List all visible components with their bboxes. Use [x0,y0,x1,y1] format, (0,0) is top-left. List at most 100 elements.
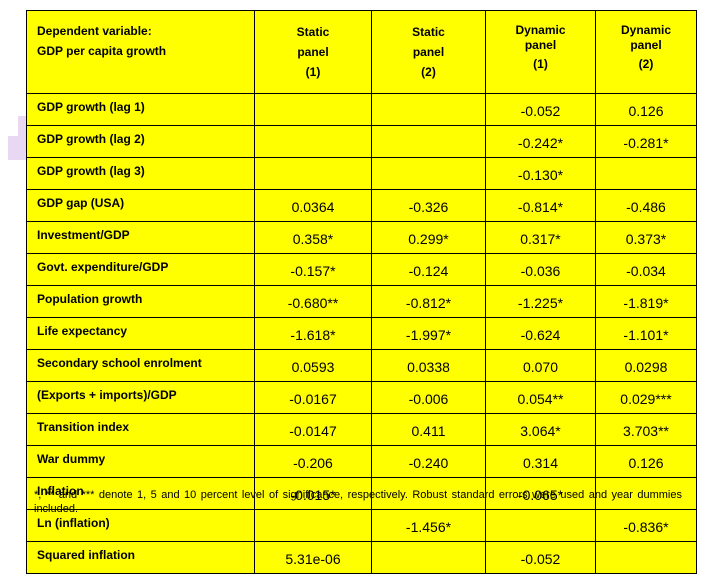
table-row: GDP growth (lag 3) -0.130* [26,157,697,190]
row-label: Squared inflation [26,541,255,574]
coefficient-cell [254,157,372,190]
dependent-variable-line1: Dependent variable: [37,24,152,38]
row-label: Investment/GDP [26,221,255,254]
coefficient-cell: 0.070 [485,349,596,382]
table-row: Investment/GDP 0.358* 0.299* 0.317* 0.373* [26,221,697,254]
coefficient-cell: 3.064* [485,413,596,446]
column-header-number: (2) [421,65,436,79]
column-header-line2: panel [412,45,445,59]
column-header-number: (1) [305,65,321,79]
column-header-static-2: Static panel (2) [371,10,486,94]
column-header-dynamic-1: Dynamic panel (1) [485,10,596,94]
table-row: (Exports + imports)/GDP -0.0167 -0.006 0.05… [26,381,697,414]
coefficient-cell: 5.31e-06 [254,541,372,574]
coefficient-cell: -0.130* [485,157,596,190]
coefficient-cell: -0.812* [371,285,486,318]
row-label: GDP growth (lag 3) [26,157,255,190]
coefficient-cell: -1.225* [485,285,596,318]
table-footnote: *, ** and *** denote 1, 5 and 10 percent… [34,489,682,515]
coefficient-cell: 0.126 [595,93,697,126]
coefficient-cell: 0.029*** [595,381,697,414]
table-row: GDP growth (lag 2) -0.242* -0.281* [26,125,697,158]
coefficient-cell: 0.299* [371,221,486,254]
coefficient-cell: 0.0364 [254,189,372,222]
dependent-variable-label: Dependent variable: GDP per capita growt… [26,10,255,94]
column-header-dynamic-2: Dynamic panel (2) [595,10,697,94]
row-label: GDP gap (USA) [26,189,255,222]
column-header-line2: panel [297,45,329,59]
coefficient-cell: -0.0147 [254,413,372,446]
column-header-line1: Static [296,25,330,39]
coefficient-cell: -0.624 [485,317,596,350]
coefficient-cell: 0.358* [254,221,372,254]
coefficient-cell [595,541,697,574]
table-row: GDP growth (lag 1) -0.052 0.126 [26,93,697,126]
row-label: Transition index [26,413,255,446]
coefficient-cell: 3.703** [595,413,697,446]
coefficient-cell [371,157,486,190]
table-row: Govt. expenditure/GDP -0.157* -0.124 -0.036… [26,253,697,286]
coefficient-cell: 0.411 [371,413,486,446]
coefficient-cell: -0.814* [485,189,596,222]
coefficient-cell: -0.680** [254,285,372,318]
coefficient-cell: -0.242* [485,125,596,158]
row-label: Govt. expenditure/GDP [26,253,255,286]
coefficient-cell: -0.034 [595,253,697,286]
table-row: Life expectancy -1.618* -1.997* -0.624 -1.10… [26,317,697,350]
dependent-variable-line2: GDP per capita growth [37,44,167,58]
coefficient-cell [254,125,372,158]
table-row: Secondary school enrolment 0.0593 0.0338 0.… [26,349,697,382]
column-header-line1: Dynamic [515,23,566,37]
column-header-number: (2) [638,57,654,71]
row-label: Secondary school enrolment [26,349,255,382]
coefficient-cell: -1.101* [595,317,697,350]
coefficient-cell: -0.240 [371,445,486,478]
coefficient-cell: -0.836* [595,509,697,542]
coefficient-cell: 0.0593 [254,349,372,382]
coefficient-cell: -0.015* [254,477,372,510]
column-header-line1: Dynamic [620,23,672,37]
coefficient-cell: -0.157* [254,253,372,286]
coefficient-cell [371,125,486,158]
row-label: GDP growth (lag 2) [26,125,255,158]
coefficient-cell: -1.618* [254,317,372,350]
column-header-line1: Static [412,25,445,39]
row-label: War dummy [26,445,255,478]
coefficient-cell: -0.124 [371,253,486,286]
coefficient-cell: -0.0167 [254,381,372,414]
table-row: War dummy -0.206 -0.240 0.314 0.126 [26,445,697,478]
row-label: Ln (inflation) [26,509,255,542]
coefficient-cell: -0.206 [254,445,372,478]
coefficient-cell: 0.054** [485,381,596,414]
coefficient-cell: 0.314 [485,445,596,478]
coefficient-cell: -0.036 [485,253,596,286]
column-header-line2: panel [630,38,662,52]
coefficient-cell: 0.126 [595,445,697,478]
coefficient-cell: -0.065* [485,477,596,510]
coefficient-cell: -0.052 [485,541,596,574]
table-header-row: Dependent variable: GDP per capita growt… [26,10,697,94]
coefficient-cell: -1.997* [371,317,486,350]
table-row: GDP gap (USA) 0.0364 -0.326 -0.814* -0.486 [26,189,697,222]
table-row: Inflation -0.015* -0.065* [26,477,697,510]
table-row: Squared inflation 5.31e-06 -0.052 [26,541,697,574]
coefficient-cell [254,93,372,126]
coefficient-cell: 0.373* [595,221,697,254]
coefficient-cell: -0.326 [371,189,486,222]
coefficient-cell: 0.0298 [595,349,697,382]
column-header-static-1: Static panel (1) [254,10,372,94]
column-header-line2: panel [524,38,557,52]
coefficient-cell: -0.486 [595,189,697,222]
table-row: Ln (inflation) -1.456* -0.836* [26,509,697,542]
coefficient-cell: 0.317* [485,221,596,254]
table-row: Population growth -0.680** -0.812* -1.225* -… [26,285,697,318]
table-row: Transition index -0.0147 0.411 3.064* 3.703*… [26,413,697,446]
row-label: (Exports + imports)/GDP [26,381,255,414]
coefficient-cell [371,93,486,126]
coefficient-cell: -1.819* [595,285,697,318]
coefficient-cell [371,541,486,574]
row-label: GDP growth (lag 1) [26,93,255,126]
coefficient-cell: -0.281* [595,125,697,158]
row-label: Life expectancy [26,317,255,350]
decorative-notch [8,116,18,136]
